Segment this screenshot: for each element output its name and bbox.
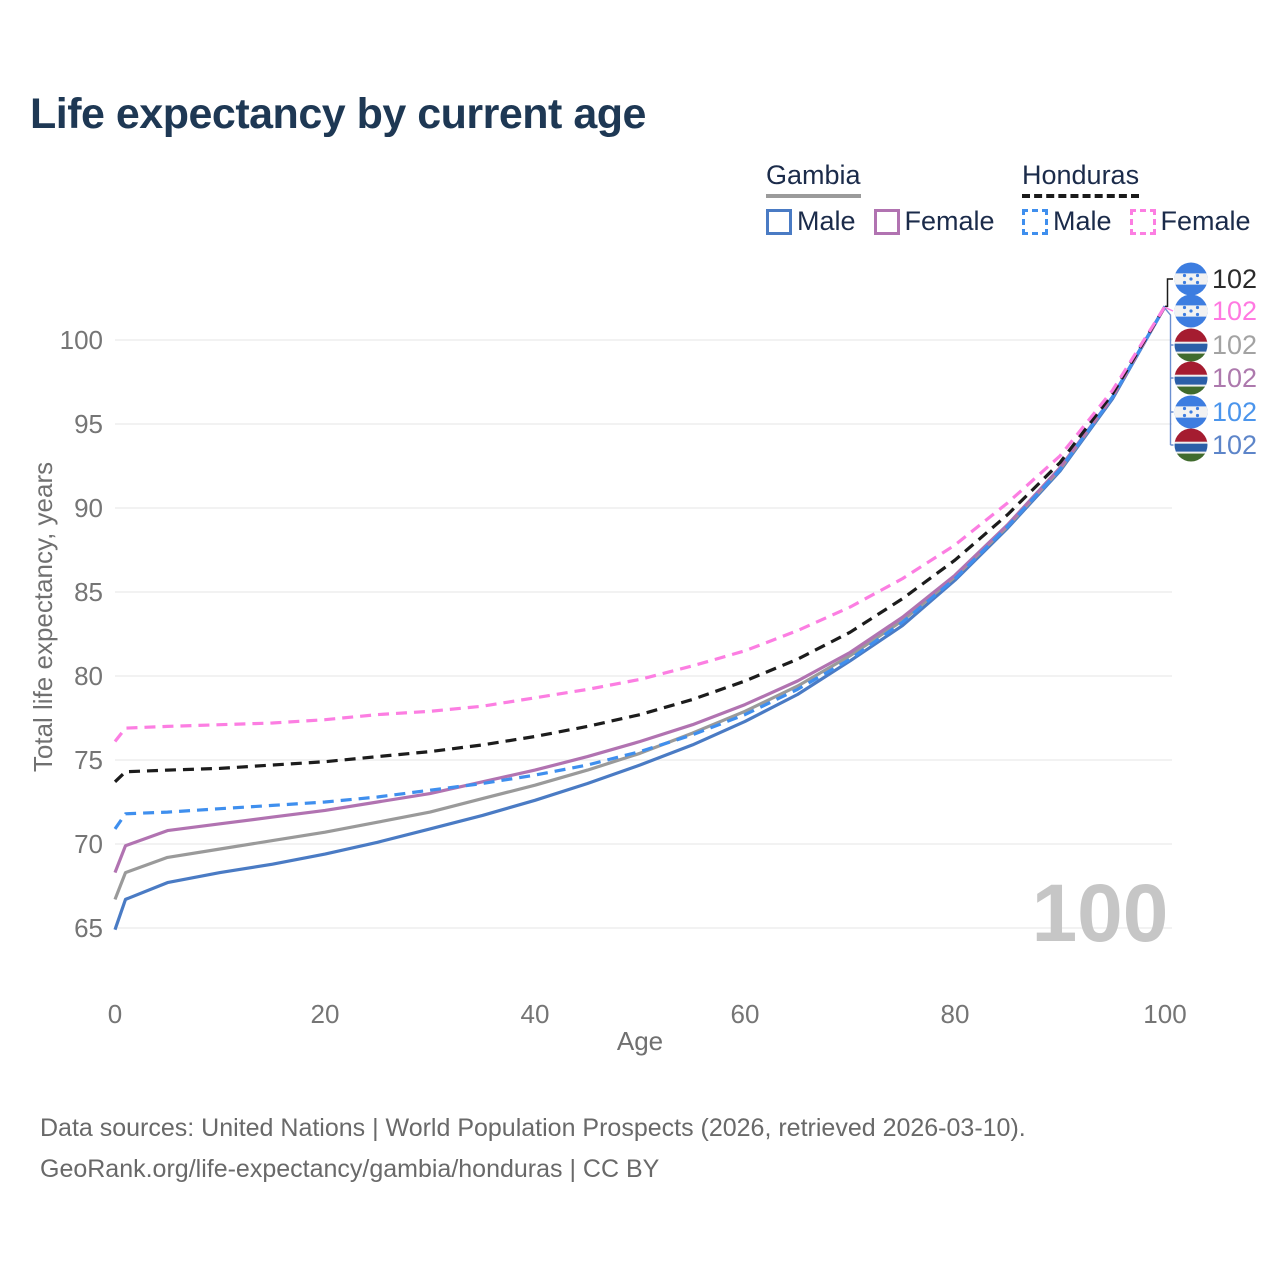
gambia-flag-icon [1174, 328, 1208, 362]
gambia-flag-icon [1174, 361, 1208, 395]
x-tick-label: 0 [108, 999, 122, 1029]
y-tick-label: 75 [74, 745, 103, 775]
legend-item-label: Female [1160, 206, 1251, 236]
leader-line-honduras-female [1164, 306, 1174, 312]
legend-item-gambia-male[interactable]: Male [766, 206, 856, 237]
series-line-gambia-male[interactable] [113, 305, 1167, 931]
page-title: Life expectancy by current age [30, 90, 646, 138]
series-line-gambia-female[interactable] [113, 305, 1167, 874]
legend-item-honduras-female[interactable]: Female [1129, 206, 1251, 237]
age-counter-watermark: 100 [1032, 868, 1169, 959]
legend-group-gambia: Gambia Male Female [766, 160, 995, 237]
series-line-honduras-male[interactable] [113, 305, 1167, 830]
end-value-label-honduras-female: 102 [1212, 296, 1257, 326]
gambia-flag-icon [1174, 428, 1208, 462]
footer-line-2: GeoRank.org/life-expectancy/gambia/hondu… [40, 1155, 660, 1183]
y-tick-label: 65 [74, 913, 103, 943]
y-axis-title: Total life expectancy, years [28, 462, 58, 772]
legend-item-label: Female [904, 206, 995, 236]
legend-item-label: Male [1053, 206, 1112, 236]
honduras-male-swatch-icon [1022, 208, 1048, 235]
y-tick-label: 85 [74, 577, 103, 607]
honduras-female-swatch-icon [1129, 208, 1156, 235]
end-value-label-gambia-male: 102 [1212, 430, 1257, 460]
end-value-label-honduras-male: 102 [1212, 397, 1257, 427]
x-axis-title: Age [617, 1026, 663, 1056]
legend-country-gambia[interactable]: Gambia [766, 160, 861, 198]
y-tick-label: 80 [74, 661, 103, 691]
y-tick-label: 95 [74, 409, 103, 439]
legend-group-honduras: Honduras Male Female [1022, 160, 1251, 237]
end-value-label-honduras-total: 102 [1212, 264, 1257, 294]
footer-line-1: Data sources: United Nations | World Pop… [40, 1114, 1026, 1142]
y-tick-label: 100 [60, 325, 103, 355]
legend-items-honduras: Male Female [1022, 206, 1251, 237]
legend-item-honduras-male[interactable]: Male [1022, 206, 1112, 237]
legend-item-label: Male [797, 206, 856, 236]
honduras-flag-icon [1174, 262, 1208, 296]
y-tick-label: 70 [74, 829, 103, 859]
x-tick-label: 100 [1143, 999, 1186, 1029]
series-line-gambia-total[interactable] [113, 305, 1167, 900]
end-value-label-gambia-female: 102 [1212, 363, 1257, 393]
leader-line-honduras-total [1165, 278, 1173, 308]
end-value-label-gambia-total: 102 [1212, 330, 1257, 360]
x-tick-label: 80 [941, 999, 970, 1029]
x-tick-label: 60 [731, 999, 760, 1029]
series-line-honduras-female[interactable] [113, 305, 1167, 743]
legend-items-gambia: Male Female [766, 206, 995, 237]
x-tick-label: 20 [311, 999, 340, 1029]
series-line-honduras-total[interactable] [113, 305, 1167, 783]
legend-item-gambia-female[interactable]: Female [873, 206, 995, 237]
honduras-flag-icon [1174, 294, 1208, 328]
data-source-footer: Data sources: United Nations | World Pop… [40, 1108, 1026, 1190]
legend-country-honduras[interactable]: Honduras [1022, 160, 1140, 198]
x-tick-label: 40 [521, 999, 550, 1029]
gambia-male-swatch-icon [766, 208, 792, 235]
gambia-female-swatch-icon [873, 208, 900, 235]
leader-bracket [1164, 307, 1174, 446]
honduras-flag-icon [1174, 395, 1208, 429]
y-tick-label: 90 [74, 493, 103, 523]
